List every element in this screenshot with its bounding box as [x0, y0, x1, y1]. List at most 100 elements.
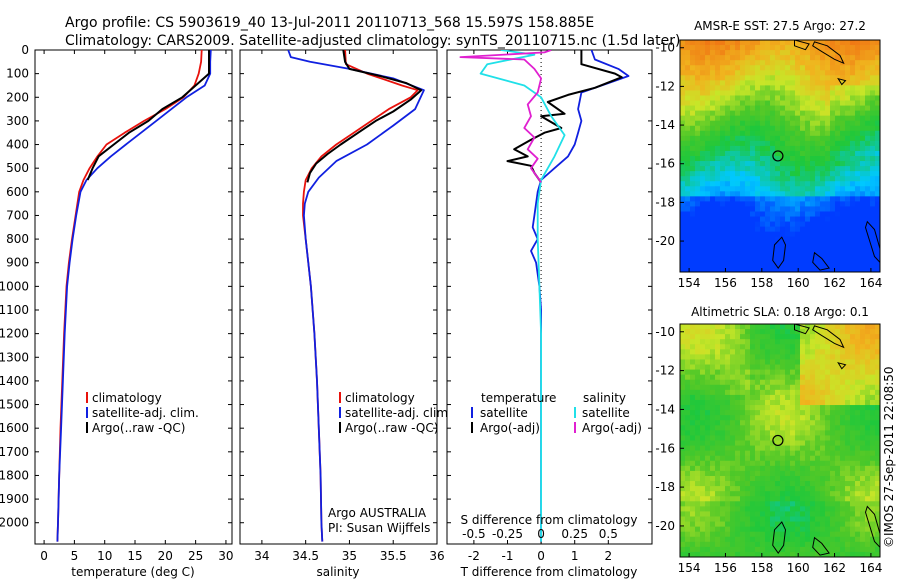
heatmap-cell: [830, 374, 836, 381]
heatmap-cell: [860, 399, 866, 406]
heatmap-cell: [845, 354, 851, 361]
heatmap-cell: [785, 45, 791, 51]
heatmap-cell: [790, 231, 796, 238]
heatmap-cell: [715, 430, 721, 437]
heatmap-cell: [785, 536, 791, 543]
heatmap-cell: [850, 486, 856, 492]
heatmap-cell: [705, 40, 711, 46]
heatmap-cell: [870, 425, 876, 431]
heatmap-cell: [855, 481, 861, 487]
heatmap-cell: [765, 216, 771, 223]
heatmap-cell: [720, 216, 726, 223]
heatmap-cell: [745, 374, 751, 381]
heatmap-cell: [775, 246, 781, 253]
heatmap-cell: [845, 125, 851, 132]
heatmap-cell: [810, 481, 816, 487]
heatmap-cell: [735, 60, 741, 66]
heatmap-cell: [695, 339, 701, 345]
heatmap-cell: [750, 135, 756, 142]
heatmap-cell: [750, 344, 756, 350]
heatmap-cell: [765, 491, 771, 497]
heatmap-cell: [870, 211, 876, 218]
heatmap-cell: [845, 161, 851, 167]
heatmap-cell: [840, 339, 846, 345]
heatmap-cell: [715, 251, 721, 258]
heatmap-cell: [805, 541, 811, 548]
heatmap-cell: [825, 196, 831, 202]
heatmap-cell: [840, 241, 846, 248]
heatmap-cell: [720, 135, 726, 142]
heatmap-cell: [680, 261, 686, 268]
heatmap-cell: [690, 50, 696, 56]
heatmap-cell: [700, 246, 706, 253]
heatmap-cell: [705, 251, 711, 258]
heatmap-cell: [815, 211, 821, 218]
heatmap-cell: [735, 526, 741, 533]
heatmap-cell: [745, 241, 751, 248]
heatmap-cell: [690, 491, 696, 497]
heatmap-cell: [720, 384, 726, 391]
heatmap-cell: [720, 501, 726, 507]
heatmap-cell: [740, 226, 746, 233]
heatmap-cell: [830, 349, 836, 355]
heatmap-cell: [735, 130, 741, 137]
heatmap-cell: [680, 80, 686, 86]
heatmap-cell: [740, 246, 746, 253]
heatmap-cell: [705, 266, 711, 272]
heatmap-cell: [830, 546, 836, 553]
heatmap-cell: [740, 70, 746, 76]
heatmap-cell: [850, 541, 856, 548]
heatmap-cell: [875, 445, 880, 452]
heatmap-cell: [700, 324, 706, 330]
heatmap-cell: [875, 506, 880, 513]
heatmap-cell: [710, 166, 716, 172]
heatmap-cell: [720, 394, 726, 401]
heatmap-cell: [715, 329, 721, 335]
heatmap-cell: [760, 211, 766, 218]
heatmap-cell: [755, 90, 761, 97]
heatmap-cell: [695, 394, 701, 401]
heatmap-cell: [680, 334, 686, 340]
heatmap-cell: [785, 161, 791, 167]
heatmap-cell: [830, 531, 836, 538]
heatmap-cell: [870, 95, 876, 102]
heatmap-cell: [795, 460, 801, 467]
heatmap-cell: [765, 506, 771, 513]
heatmap-cell: [725, 266, 731, 272]
heatmap-cell: [700, 161, 706, 167]
heatmap-cell: [875, 536, 880, 543]
heatmap-cell: [735, 236, 741, 243]
heatmap-cell: [740, 40, 746, 46]
heatmap-cell: [715, 105, 721, 112]
heatmap-cell: [705, 496, 711, 502]
heatmap-cell: [720, 125, 726, 132]
heatmap-cell: [800, 526, 806, 533]
heatmap-cell: [750, 389, 756, 396]
heatmap-cell: [770, 536, 776, 543]
heatmap-cell: [835, 506, 841, 513]
heatmap-cell: [785, 135, 791, 142]
heatmap-cell: [790, 506, 796, 513]
heatmap-cell: [860, 405, 866, 411]
heatmap-cell: [865, 50, 871, 56]
heatmap-cell: [795, 516, 801, 523]
heatmap-cell: [795, 65, 801, 71]
heatmap-cell: [780, 261, 786, 268]
heatmap-cell: [770, 516, 776, 523]
heatmap-cell: [745, 339, 751, 345]
heatmap-cell: [735, 181, 741, 187]
heatmap-cell: [725, 425, 731, 431]
heatmap-cell: [830, 181, 836, 187]
heatmap-cell: [760, 329, 766, 335]
heatmap-cell: [830, 176, 836, 182]
heatmap-cell: [730, 470, 736, 477]
heatmap-cell: [735, 115, 741, 122]
heatmap-cell: [685, 344, 691, 350]
heatmap-cell: [810, 359, 816, 366]
heatmap-cell: [710, 130, 716, 137]
heatmap-cell: [695, 261, 701, 268]
heatmap-cell: [750, 379, 756, 386]
heatmap-cell: [785, 399, 791, 406]
heatmap-cell: [760, 324, 766, 330]
heatmap-cell: [750, 339, 756, 345]
